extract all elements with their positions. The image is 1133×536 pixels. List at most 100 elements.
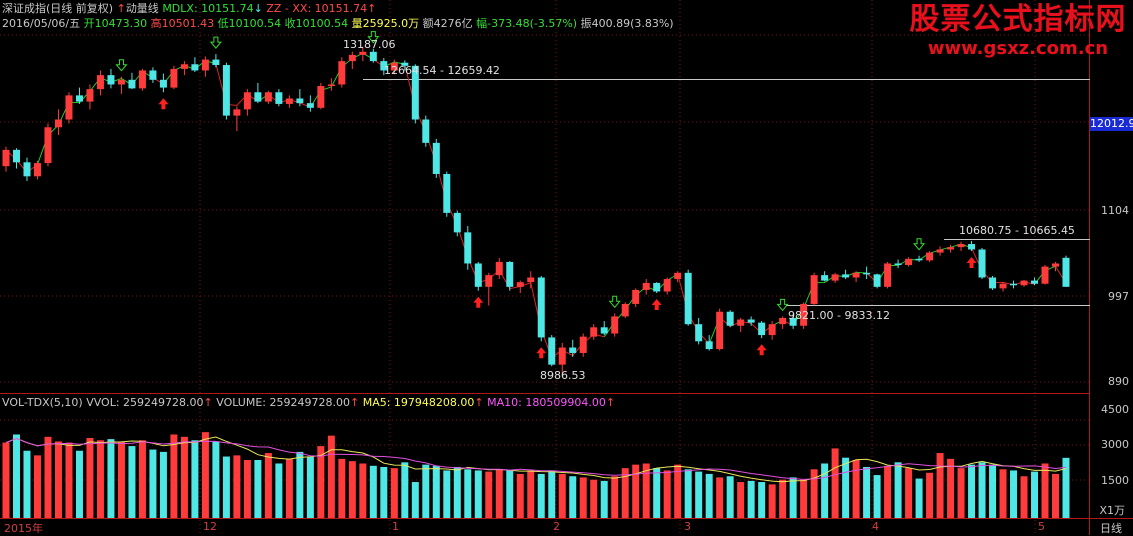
up-arrow-icon: ↑ [349, 396, 360, 409]
volume-bar [516, 473, 524, 518]
candle-body [674, 272, 682, 280]
candle-body [684, 272, 692, 325]
candle-body [527, 277, 535, 283]
candle-body [243, 92, 251, 110]
high-value: 高10501.43 [150, 17, 215, 30]
peak-annotation: 13187.06 [343, 38, 396, 51]
ma5-value: MA5: 197948208.00 [362, 396, 475, 409]
candle-body [159, 79, 167, 88]
close-value: 收10100.54 [284, 17, 349, 30]
candle-body [726, 311, 734, 326]
candle-body [590, 327, 598, 337]
candle-body [1010, 283, 1018, 286]
candle-body [1031, 280, 1039, 284]
ma10-value: MA10: 180509904.00 [487, 396, 606, 409]
candle-body [285, 98, 293, 104]
candle-body [800, 303, 808, 326]
candle-body [600, 327, 608, 334]
candle-body [842, 274, 850, 278]
volume-bar [579, 477, 587, 518]
volume-bar [317, 446, 325, 518]
candle-body [653, 282, 661, 292]
candle-body [422, 119, 430, 143]
volume-total-value: VOLUME: 259249728.00 [216, 396, 350, 409]
x-axis-label: 3 [684, 520, 691, 533]
candle-body [180, 64, 188, 69]
volume-bar [800, 479, 808, 518]
volume-bar [2, 442, 10, 518]
low-value: 低10100.54 [217, 17, 282, 30]
candle-body [86, 89, 94, 102]
volume-bar [432, 465, 440, 518]
price-axis-label: 997 [1108, 290, 1129, 303]
candle-body [54, 119, 62, 128]
candle-body [369, 51, 377, 62]
volume-bar [180, 436, 188, 518]
candle-body [432, 142, 440, 174]
buy-arrow-icon [158, 98, 169, 110]
candle-body [464, 232, 472, 264]
volume-bar [401, 462, 409, 518]
volume-unit-label: X1万 [1099, 504, 1125, 517]
candle-body [96, 75, 104, 90]
candle-body [1052, 263, 1060, 267]
volume-bar [779, 479, 787, 518]
candle-body [1062, 257, 1070, 287]
candle-body [212, 59, 220, 66]
volume-bar [653, 468, 661, 518]
candle-body [758, 322, 766, 336]
candle-body [863, 272, 871, 275]
candle-body [821, 275, 829, 281]
volume-bar [1062, 457, 1070, 518]
x-axis-label: 4 [872, 520, 879, 533]
volume-bar [264, 453, 272, 518]
volume-bar [674, 464, 682, 518]
candle-body [138, 70, 146, 89]
volume-bar [884, 465, 892, 518]
amount-value: 额4276亿 [422, 17, 473, 30]
candle-body [65, 95, 73, 120]
up-arrow-icon: ↑ [474, 396, 484, 409]
volume-bar [474, 470, 482, 518]
candle-body [23, 162, 31, 177]
candle-body [831, 274, 839, 281]
candle-body [968, 244, 976, 250]
volume-bar [1041, 463, 1049, 518]
candle-body [873, 274, 881, 287]
volume-bar [149, 449, 157, 518]
volume-bar [1052, 473, 1060, 518]
volume-bar [201, 432, 209, 518]
candle-body [621, 303, 629, 317]
volume-indicator-name: VOL-TDX(5,10) [2, 396, 83, 409]
candle-body [401, 62, 409, 66]
volume-bar [12, 434, 20, 518]
range-annotation-1: 12664.54 - 12659.42 [384, 64, 500, 77]
volume-bar [117, 441, 125, 518]
candle-body [191, 64, 199, 71]
volume-bar [348, 461, 356, 518]
chart-header-line2: 2016/05/06/五 开10473.30 高10501.43 低10100.… [2, 17, 674, 31]
candle-body [327, 84, 335, 87]
candle-body [884, 263, 892, 287]
candle-body [338, 61, 346, 85]
volume-bar [443, 470, 451, 518]
volume-bar [768, 484, 776, 518]
candle-body [44, 127, 52, 164]
candle-body [296, 98, 304, 104]
sell-arrow-icon [209, 36, 222, 49]
volume-bar [390, 468, 398, 518]
volume-bar [537, 473, 545, 518]
candle-body [569, 347, 577, 353]
volume-bar [716, 477, 724, 518]
volume-ma-lines [5, 436, 1067, 483]
volume-bar [170, 434, 178, 518]
candle-body [317, 86, 325, 108]
candle-body [264, 92, 272, 102]
volume-bar [275, 463, 283, 518]
volume-bar [138, 440, 146, 518]
buy-arrow-icon [966, 257, 977, 269]
buy-arrow-icon [651, 299, 662, 311]
volume-bar [191, 440, 199, 518]
candle-body [516, 282, 524, 287]
